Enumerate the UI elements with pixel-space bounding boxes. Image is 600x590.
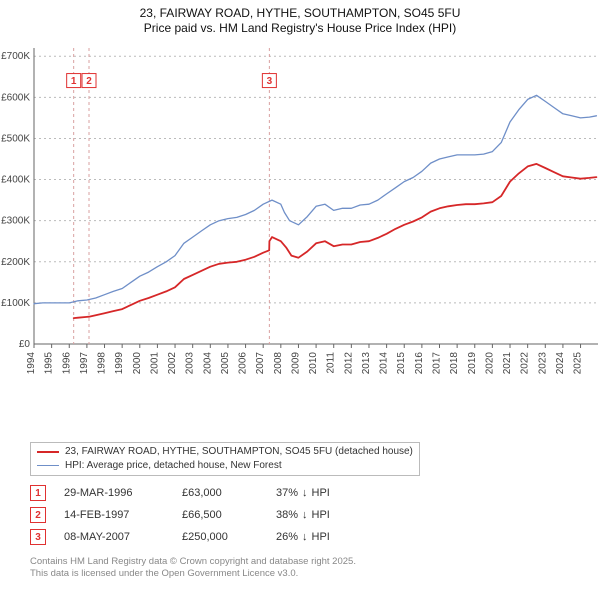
x-tick-label: 2018 — [449, 352, 460, 375]
legend-label: HPI: Average price, detached house, New … — [65, 459, 282, 473]
x-tick-label: 2001 — [149, 352, 160, 375]
event-vs-pct: 26% — [276, 531, 298, 543]
x-tick-label: 2004 — [202, 352, 213, 375]
x-tick-label: 2002 — [167, 352, 178, 375]
event-badge: 3 — [30, 529, 46, 545]
x-tick-label: 1994 — [26, 352, 37, 375]
event-vs-hpi: 26% ↓ HPI — [276, 531, 330, 543]
y-tick-label: £300K — [1, 216, 30, 227]
x-tick-label: 2000 — [132, 352, 143, 375]
event-vs-pct: 37% — [276, 487, 298, 499]
x-tick-label: 2016 — [414, 352, 425, 375]
x-tick-label: 2008 — [273, 352, 284, 375]
event-marker-number: 1 — [71, 76, 77, 87]
x-tick-label: 2009 — [290, 352, 301, 375]
y-tick-label: £700K — [1, 51, 30, 62]
y-tick-label: £600K — [1, 92, 30, 103]
event-price: £66,500 — [182, 509, 258, 521]
x-tick-label: 2025 — [573, 352, 584, 375]
x-tick-label: 2012 — [343, 352, 354, 375]
down-arrow-icon: ↓ — [302, 531, 308, 543]
event-row: 2 14-FEB-1997 £66,500 38% ↓ HPI — [30, 504, 330, 526]
attribution-line2: This data is licensed under the Open Gov… — [30, 568, 356, 580]
event-vs-hpi: 37% ↓ HPI — [276, 487, 330, 499]
x-tick-label: 2023 — [537, 352, 548, 375]
event-badge: 2 — [30, 507, 46, 523]
event-vs-hpi: 38% ↓ HPI — [276, 509, 330, 521]
y-tick-label: £500K — [1, 133, 30, 144]
x-tick-label: 2019 — [467, 352, 478, 375]
down-arrow-icon: ↓ — [302, 509, 308, 521]
x-tick-label: 2013 — [361, 352, 372, 375]
chart-title-block: 23, FAIRWAY ROAD, HYTHE, SOUTHAMPTON, SO… — [0, 6, 600, 36]
event-vs-pct: 38% — [276, 509, 298, 521]
x-tick-label: 2022 — [520, 352, 531, 375]
x-tick-label: 2017 — [432, 352, 443, 375]
x-tick-label: 2020 — [484, 352, 495, 375]
event-price: £250,000 — [182, 531, 258, 543]
event-date: 08-MAY-2007 — [64, 531, 164, 543]
legend: 23, FAIRWAY ROAD, HYTHE, SOUTHAMPTON, SO… — [30, 442, 420, 476]
chart-title-line2: Price paid vs. HM Land Registry's House … — [0, 21, 600, 36]
x-tick-label: 2005 — [220, 352, 231, 375]
x-tick-label: 2021 — [502, 352, 513, 375]
event-vs-label: HPI — [312, 509, 330, 521]
x-tick-label: 2003 — [185, 352, 196, 375]
legend-label: 23, FAIRWAY ROAD, HYTHE, SOUTHAMPTON, SO… — [65, 445, 413, 459]
event-date: 14-FEB-1997 — [64, 509, 164, 521]
event-row: 1 29-MAR-1996 £63,000 37% ↓ HPI — [30, 482, 330, 504]
chart-svg: £0 £100K £200K £300K £400K £500K £600K £700K 199… — [0, 42, 600, 402]
event-date: 29-MAR-1996 — [64, 487, 164, 499]
x-tick-label: 1998 — [97, 352, 108, 375]
legend-item: 23, FAIRWAY ROAD, HYTHE, SOUTHAMPTON, SO… — [37, 445, 413, 459]
event-price: £63,000 — [182, 487, 258, 499]
event-marker-number: 2 — [86, 76, 92, 87]
event-vs-label: HPI — [312, 487, 330, 499]
y-tick-label: £200K — [1, 257, 30, 268]
x-tick-label: 1999 — [114, 352, 125, 375]
event-marker-number: 3 — [267, 76, 273, 87]
chart: £0 £100K £200K £300K £400K £500K £600K £700K 199… — [0, 42, 600, 402]
y-tick-label: £0 — [19, 339, 31, 350]
attribution: Contains HM Land Registry data © Crown c… — [30, 556, 356, 581]
x-tick-label: 1997 — [79, 352, 90, 375]
x-tick-label: 2014 — [379, 352, 390, 375]
x-tick-label: 2006 — [238, 352, 249, 375]
x-tick-label: 1996 — [61, 352, 72, 375]
chart-title-line1: 23, FAIRWAY ROAD, HYTHE, SOUTHAMPTON, SO… — [0, 6, 600, 21]
event-list: 1 29-MAR-1996 £63,000 37% ↓ HPI 2 14-FEB-1997 £6… — [30, 482, 330, 548]
attribution-line1: Contains HM Land Registry data © Crown c… — [30, 556, 356, 568]
x-tick-label: 1995 — [44, 352, 55, 375]
x-tick-label: 2007 — [255, 352, 266, 375]
event-vs-label: HPI — [312, 531, 330, 543]
event-badge: 1 — [30, 485, 46, 501]
x-tick-label: 2024 — [555, 352, 566, 375]
x-tick-label: 2011 — [326, 352, 337, 374]
legend-item: HPI: Average price, detached house, New … — [37, 459, 413, 473]
event-row: 3 08-MAY-2007 £250,000 26% ↓ HPI — [30, 526, 330, 548]
x-tick-label: 2010 — [308, 352, 319, 375]
y-tick-label: £100K — [1, 298, 30, 309]
y-tick-label: £400K — [1, 175, 30, 186]
x-tick-label: 2015 — [396, 352, 407, 375]
legend-swatch — [37, 451, 59, 453]
down-arrow-icon: ↓ — [302, 487, 308, 499]
legend-swatch — [37, 465, 59, 466]
page: { "title": { "line1": "23, FAIRWAY ROAD,… — [0, 0, 600, 590]
